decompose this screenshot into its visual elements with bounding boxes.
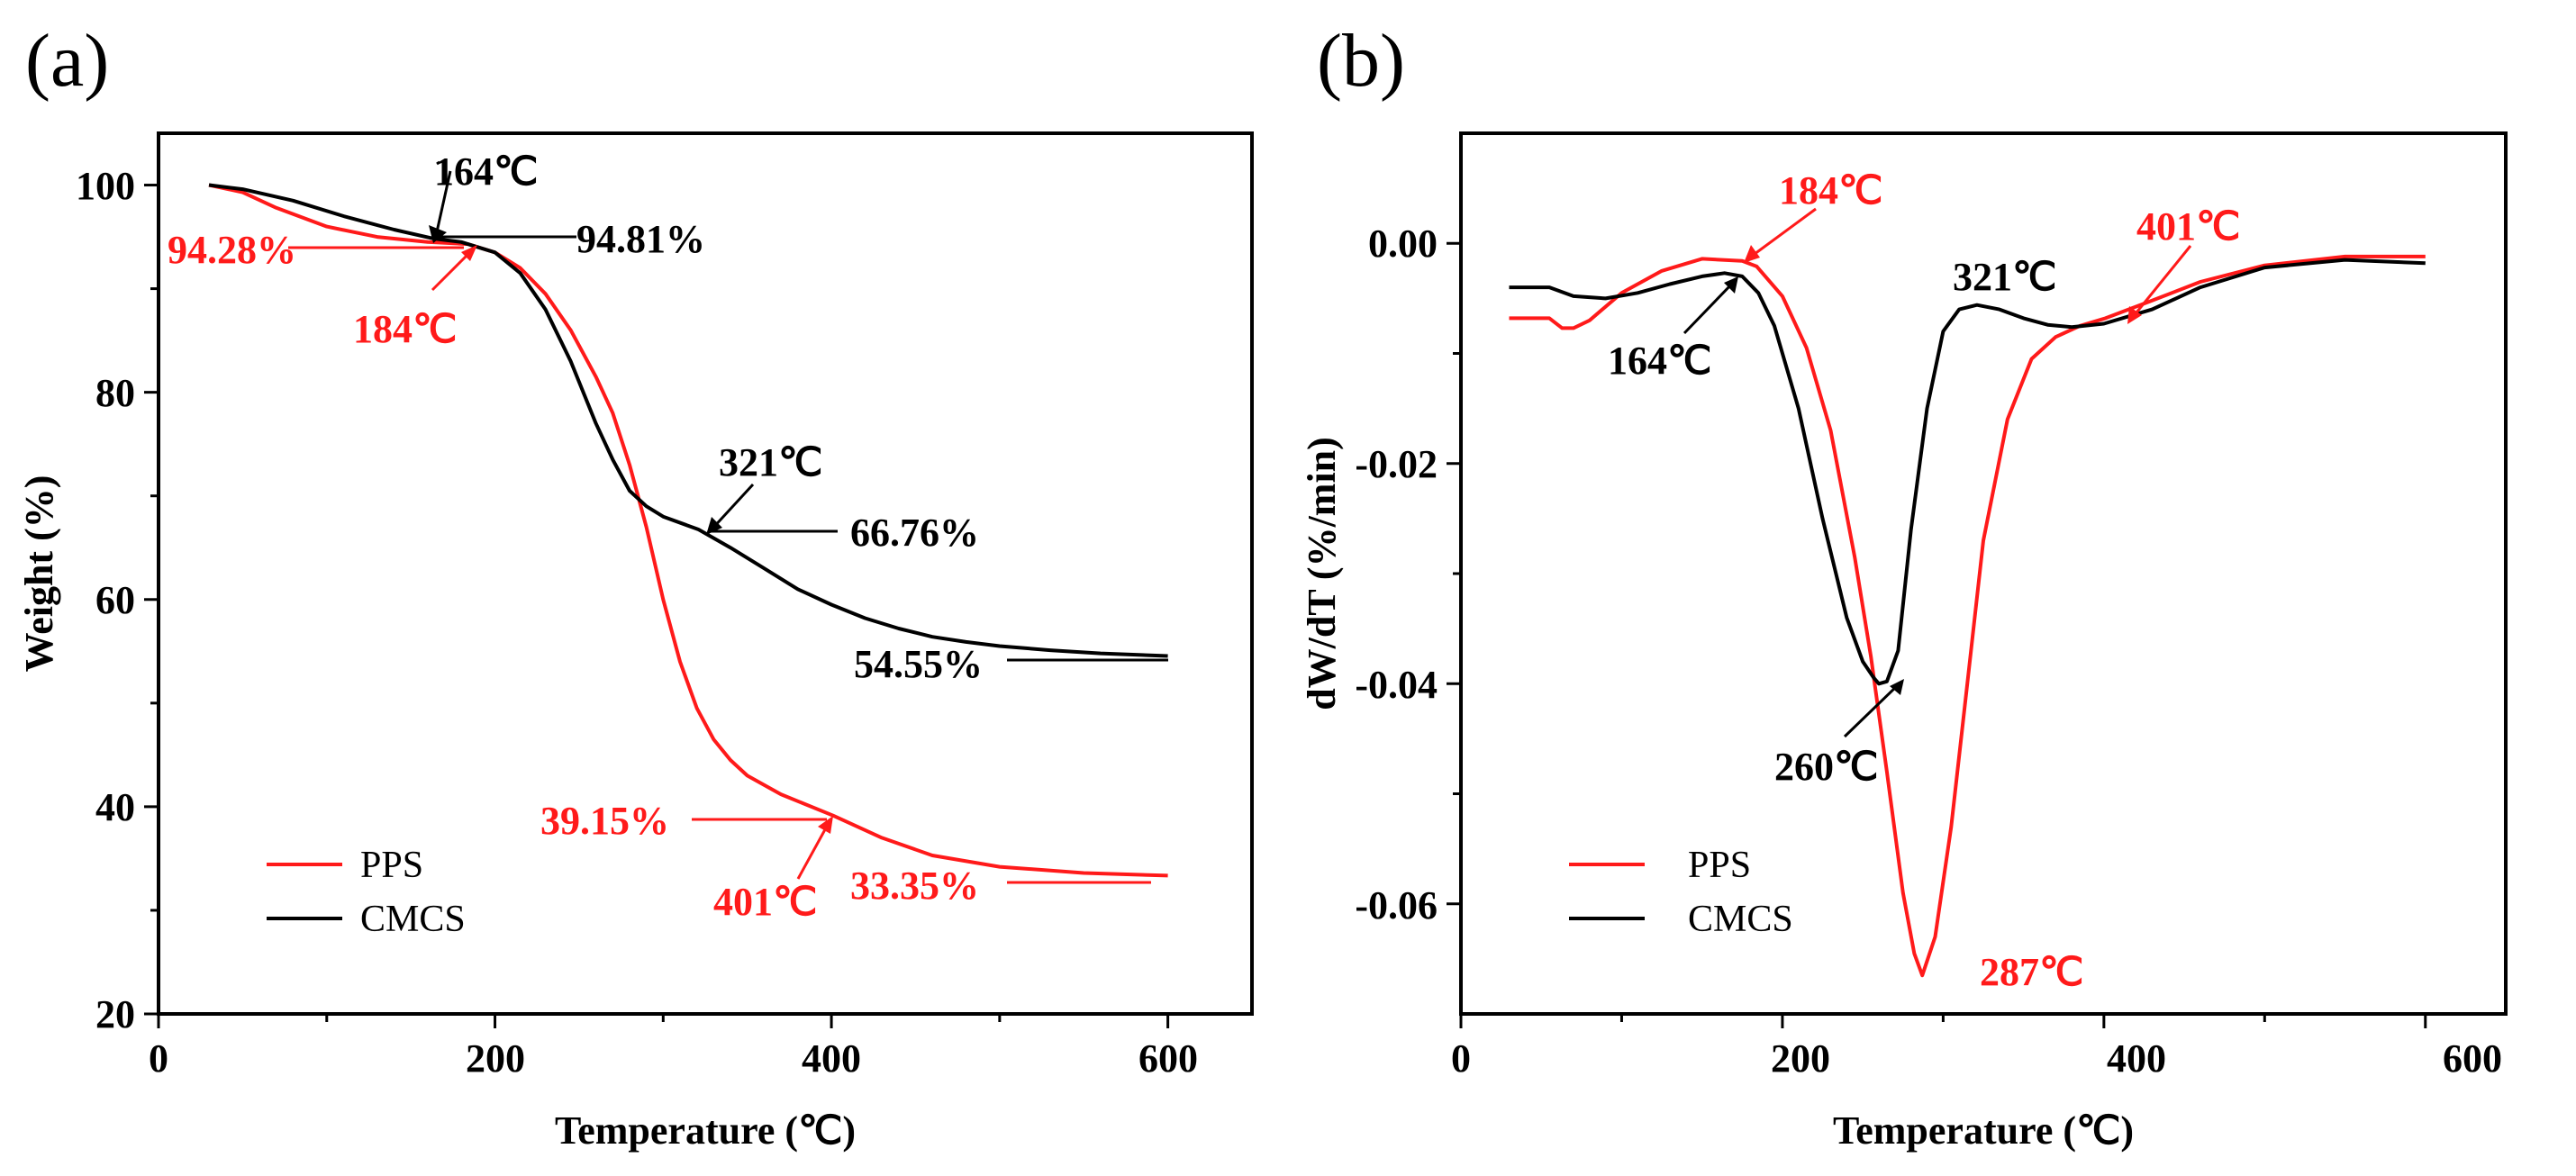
series-line-cmcs bbox=[208, 183, 1168, 658]
x-tick-label: 200 bbox=[1771, 1036, 1830, 1081]
annotation-33-35: 33.35% bbox=[850, 864, 979, 908]
y-tick-label: 100 bbox=[76, 164, 135, 208]
annotation-401c: 401℃ bbox=[713, 880, 817, 924]
annotation-94-28: 94.28% bbox=[168, 228, 296, 272]
annotation-287c: 287℃ bbox=[1980, 950, 2083, 994]
annotation-94-81: 94.81% bbox=[576, 217, 705, 261]
panel-b-label: (b) bbox=[1317, 19, 1405, 103]
annotation-54-55: 54.55% bbox=[854, 642, 983, 686]
arrow-184-line bbox=[1750, 207, 1817, 258]
x-axis-title: Temperature (℃) bbox=[1833, 1108, 2134, 1153]
x-tick-label: 0 bbox=[149, 1036, 168, 1081]
arrow-164-line bbox=[1683, 281, 1735, 335]
annotation-260c: 260℃ bbox=[1774, 745, 1878, 789]
arrow-164-line bbox=[434, 170, 452, 237]
arrow-401-line bbox=[796, 822, 830, 880]
y-tick-label: -0.06 bbox=[1355, 883, 1438, 927]
panel-a-annotation-lines bbox=[288, 160, 1168, 884]
arrow-401-head bbox=[818, 816, 833, 834]
arrow-184-head bbox=[461, 245, 477, 261]
panel-a-ticks bbox=[144, 184, 1170, 1028]
annotation-164c: 164℃ bbox=[1608, 339, 1711, 383]
arrow-401-line bbox=[2131, 245, 2192, 318]
y-tick-label: 80 bbox=[95, 371, 135, 415]
y-tick-label: -0.04 bbox=[1355, 663, 1438, 707]
annotation-321c: 321℃ bbox=[1953, 255, 2056, 299]
y-tick-label: 20 bbox=[95, 992, 135, 1036]
legend-label-pps: PPS bbox=[360, 845, 423, 886]
legend-label-pps: PPS bbox=[1688, 845, 1751, 886]
annotation-321c: 321℃ bbox=[719, 440, 822, 484]
x-tick-label: 0 bbox=[1451, 1036, 1471, 1081]
x-tick-label: 200 bbox=[466, 1036, 525, 1081]
arrow-401-head bbox=[2127, 306, 2142, 324]
legend-label-cmcs: CMCS bbox=[1688, 899, 1793, 940]
annotation-39-15: 39.15% bbox=[540, 799, 669, 843]
panel-a-weight-chart: (a) 0 200 400 600 20 40 60 80 100 Temper… bbox=[17, 19, 1254, 1153]
arrow-260-head bbox=[1890, 679, 1904, 695]
panel-b-dtg-chart: (b) 0 200 400 600 0.00 -0.02 -0.04 -0.06… bbox=[1300, 19, 2508, 1153]
panel-b-legend: PPS CMCS bbox=[1569, 845, 1793, 940]
panel-b-ticks bbox=[1447, 241, 2427, 1028]
panel-a-legend: PPS CMCS bbox=[267, 845, 466, 940]
y-tick-label: 60 bbox=[95, 578, 135, 622]
arrow-260-line bbox=[1843, 683, 1900, 738]
panel-a-tick-labels: 0 200 400 600 20 40 60 80 100 bbox=[76, 164, 1198, 1081]
panel-b-tick-labels: 0 200 400 600 0.00 -0.02 -0.04 -0.06 bbox=[1355, 222, 2502, 1081]
x-tick-label: 400 bbox=[2107, 1036, 2166, 1081]
panel-a-label: (a) bbox=[25, 19, 109, 103]
panel-a-plot-frame bbox=[157, 131, 1254, 1016]
x-axis-title: Temperature (℃) bbox=[555, 1108, 856, 1153]
arrow-321-line bbox=[710, 483, 755, 531]
arrow-164-head bbox=[429, 225, 447, 243]
y-axis-title: dW/dT (%/min) bbox=[1300, 437, 1344, 710]
series-line-pps bbox=[1509, 254, 2426, 978]
x-tick-label: 600 bbox=[1138, 1036, 1198, 1081]
panel-b-annotation-lines bbox=[1683, 207, 2192, 738]
legend-label-cmcs: CMCS bbox=[360, 899, 466, 940]
series-line-pps bbox=[208, 183, 1168, 878]
annotation-164c: 164℃ bbox=[434, 149, 538, 194]
y-tick-label: -0.02 bbox=[1355, 442, 1438, 486]
annotation-184c: 184℃ bbox=[353, 307, 457, 351]
y-tick-label: 40 bbox=[95, 785, 135, 829]
x-tick-label: 600 bbox=[2443, 1036, 2502, 1081]
arrow-164-head bbox=[1724, 276, 1738, 294]
series-line-cmcs bbox=[1509, 258, 2426, 686]
x-tick-label: 400 bbox=[802, 1036, 861, 1081]
y-axis-title: Weight (%) bbox=[17, 475, 61, 673]
arrow-184-line bbox=[431, 249, 474, 292]
annotation-184c: 184℃ bbox=[1779, 168, 1882, 213]
y-tick-label: 0.00 bbox=[1368, 222, 1438, 266]
arrow-184-head bbox=[1744, 245, 1760, 263]
annotation-66-76: 66.76% bbox=[850, 511, 979, 555]
annotation-401c: 401℃ bbox=[2136, 204, 2240, 249]
